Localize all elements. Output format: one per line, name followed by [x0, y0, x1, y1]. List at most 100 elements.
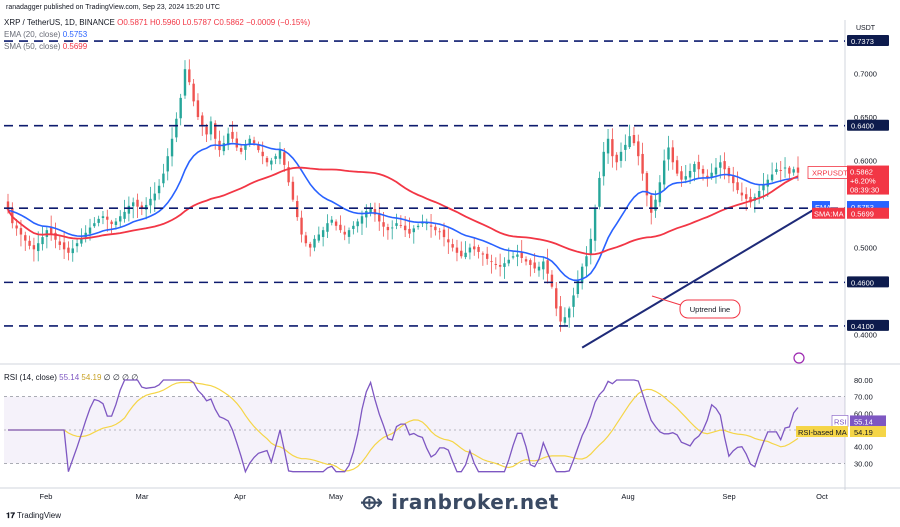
- candle-body: [114, 221, 118, 225]
- candle-body: [369, 208, 372, 214]
- candle-body: [788, 167, 791, 174]
- candle-body: [572, 295, 575, 307]
- candle-body: [796, 167, 800, 173]
- rsi-tick-label: 30.00: [854, 459, 873, 468]
- candle-body: [283, 152, 286, 165]
- candle-body: [37, 243, 40, 252]
- xrp-price-value: 0.5862: [850, 168, 873, 177]
- level-tag-label: 0.7373: [851, 37, 874, 46]
- candle-body: [641, 153, 644, 174]
- candle-body: [464, 252, 467, 258]
- candle-body: [576, 280, 580, 294]
- candle-body: [632, 135, 636, 144]
- candle-body: [494, 263, 498, 265]
- ema-legend-value: 0.5753: [62, 30, 88, 39]
- ema-legend[interactable]: EMA (20, close) 0.5753: [4, 30, 87, 39]
- candle-body: [671, 147, 675, 163]
- time-tick-label: Feb: [40, 492, 53, 501]
- rsi-ma-value-tag: [850, 426, 886, 438]
- candle-body: [399, 225, 403, 226]
- candle-body: [97, 218, 100, 223]
- candle-body: [287, 167, 290, 183]
- candle-body: [75, 243, 79, 247]
- candle-body: [645, 173, 649, 196]
- rsi-tick-label: 80.00: [854, 376, 873, 385]
- sma50-line: [7, 166, 799, 256]
- candle-body: [563, 317, 567, 323]
- candle-body: [248, 138, 251, 146]
- rsi-value-label: 55.14: [854, 417, 873, 426]
- candle-body: [619, 151, 623, 161]
- candle-body: [326, 223, 329, 232]
- candle-body: [157, 185, 161, 194]
- candle-body: [710, 172, 713, 178]
- watermark-brand: ⟴ iranbroker.net: [360, 490, 559, 514]
- candle-body: [62, 242, 66, 250]
- candle-body: [54, 232, 57, 240]
- candle-body: [252, 140, 256, 144]
- candle-body: [296, 201, 299, 218]
- candle-body: [762, 184, 765, 191]
- candle-body: [291, 181, 295, 200]
- candle-body: [391, 227, 394, 229]
- sma-value-tag: [847, 207, 889, 219]
- candle-body: [490, 261, 493, 263]
- candle-body: [481, 253, 485, 255]
- sma-legend[interactable]: SMA (50, close) 0.5699: [4, 42, 87, 51]
- rsi-tick-label: 70.00: [854, 393, 873, 402]
- candle-body: [529, 260, 532, 265]
- candle-body: [209, 121, 213, 135]
- candle-body: [520, 251, 523, 259]
- candle-body: [67, 247, 70, 253]
- xrp-price-tag: [847, 165, 889, 195]
- time-tick-label: Mar: [136, 492, 149, 501]
- ema-value-label: 0.5753: [851, 203, 874, 212]
- candle-body: [205, 126, 208, 135]
- candle-body: [611, 139, 614, 157]
- candle-body: [231, 131, 234, 139]
- candle-body: [196, 100, 200, 118]
- candle-body: [179, 97, 182, 119]
- candle-body: [192, 83, 195, 102]
- candle-body: [438, 231, 441, 233]
- rsi-name-label: RSI: [834, 417, 847, 426]
- candle-body: [136, 199, 139, 207]
- candle-body: [680, 171, 683, 180]
- candle-body: [667, 147, 670, 160]
- candle-body: [58, 241, 62, 245]
- rsi-legend[interactable]: RSI (14, close) 55.14 54.19 ∅ ∅ ∅ ∅: [4, 373, 138, 382]
- tv-logo-icon: 𝟏𝟕: [6, 511, 15, 520]
- candle-body: [434, 226, 437, 231]
- candle-body: [412, 228, 415, 233]
- candle-body: [675, 160, 679, 174]
- symbol-name[interactable]: XRP / TetherUS, 1D, BINANCE: [4, 18, 115, 27]
- candles-group: [6, 59, 800, 332]
- candle-body: [650, 195, 653, 213]
- candle-body: [447, 239, 450, 243]
- ema-name-label: EMA: [815, 203, 831, 212]
- candle-body: [455, 247, 459, 253]
- candle-body: [736, 182, 739, 191]
- xrp-price-countdown: 08:39:30: [850, 186, 879, 195]
- tradingview-logo[interactable]: 𝟏𝟕 TradingView: [6, 511, 61, 521]
- candle-body: [110, 221, 113, 225]
- candle-body: [183, 69, 187, 96]
- candle-body: [265, 157, 269, 163]
- candle-body: [226, 133, 230, 146]
- candle-body: [131, 202, 135, 207]
- candle-body: [313, 238, 316, 248]
- candle-body: [261, 151, 264, 157]
- rsi-legend-label: RSI (14, close): [4, 373, 57, 382]
- price-tick-label: 0.5000: [854, 244, 877, 253]
- candle-body: [6, 201, 10, 211]
- candle-body: [257, 144, 260, 151]
- candle-body: [352, 225, 355, 229]
- candle-body: [723, 161, 726, 170]
- candle-body: [416, 225, 420, 228]
- candle-body: [88, 227, 92, 234]
- candle-body: [766, 179, 769, 187]
- time-tick-label: Apr: [234, 492, 246, 501]
- time-tick-label: Oct: [816, 492, 829, 501]
- annotation-text: Uptrend line: [690, 305, 730, 314]
